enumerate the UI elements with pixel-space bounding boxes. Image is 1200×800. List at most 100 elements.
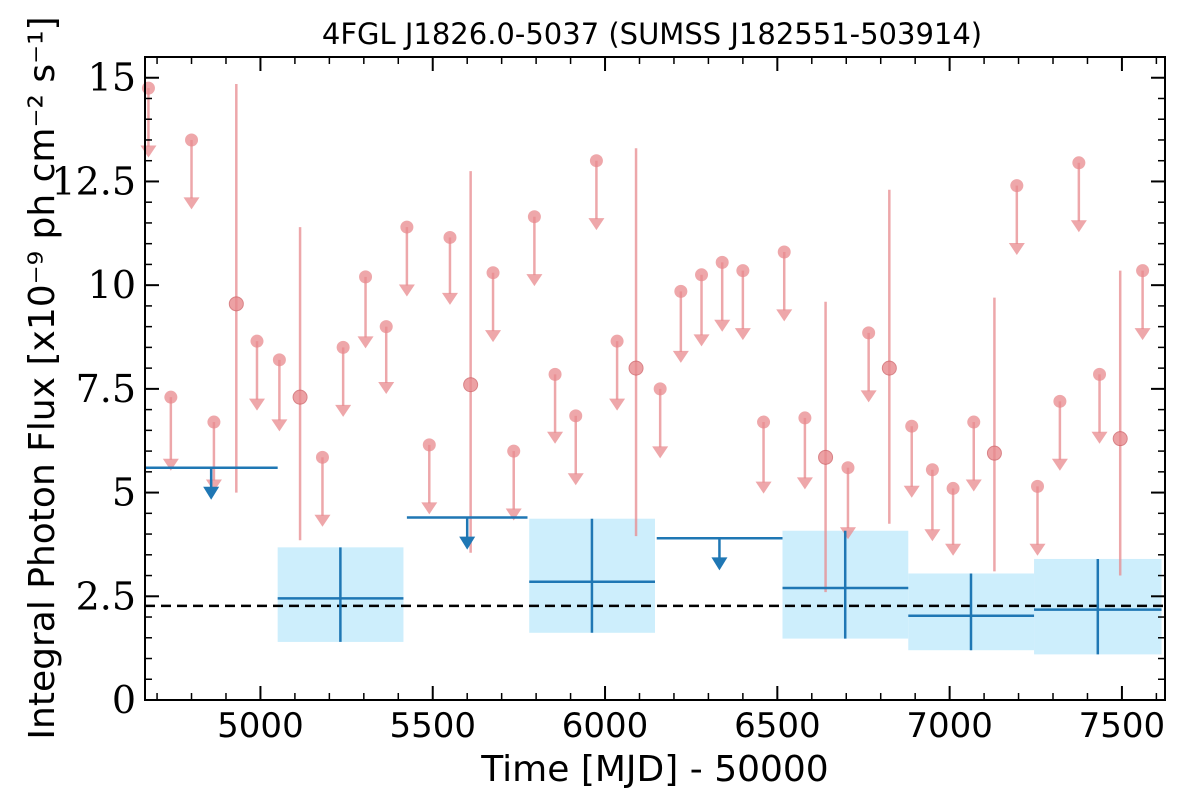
upper-limit-point [486,266,500,280]
upper-limit-point [905,419,919,433]
upper-limit-point [272,353,286,367]
upper-limit-point [967,415,981,429]
upper-limit-point [946,481,960,495]
upper-limit-arrow [1029,543,1046,556]
long-upper-limit-arrow [203,486,220,500]
detection-point [818,449,834,465]
upper-limit-arrow [860,390,877,403]
upper-limit-arrow [271,419,288,432]
upper-limit-arrow [796,477,813,490]
upper-limit-point [736,264,750,278]
axes-frame [144,56,1166,701]
upper-limit-arrow [505,508,522,521]
y-tick-label: 12.5 [51,159,136,203]
upper-limit-point [1136,264,1150,278]
detection-point [986,445,1002,461]
upper-limit-arrow [776,309,793,322]
upper-limit-point [1010,179,1024,193]
upper-limit-arrow [693,334,710,347]
plot-area [140,81,1165,655]
x-tick-label: 6000 [562,706,649,746]
upper-limit-point [1053,394,1067,408]
upper-limit-arrow [421,502,438,515]
upper-limit-point [507,444,521,458]
upper-limit-arrow [588,218,605,231]
upper-limit-arrow [140,145,157,158]
upper-limit-arrow [652,446,669,459]
upper-limit-arrow [248,398,265,411]
upper-limit-point [653,382,667,396]
upper-limit-arrow [903,485,920,498]
upper-limit-point [1031,479,1044,493]
upper-limit-arrow [485,330,502,343]
upper-limit-point [695,268,709,282]
upper-limit-point [548,367,562,381]
upper-limit-point [185,133,199,147]
upper-limit-point [164,390,178,404]
upper-limit-arrow [314,514,331,527]
x-tick-label: 5000 [217,706,304,746]
detection-point [463,377,479,393]
y-tick-label: 0 [112,678,136,722]
upper-limit-point [336,340,350,354]
detection-point [881,360,897,376]
upper-limit-point [443,230,457,244]
upper-limit-arrow [924,529,941,542]
upper-limit-arrow [378,382,395,395]
x-tick-label: 6500 [734,706,821,746]
upper-limit-arrow [335,404,352,417]
upper-limit-point [715,255,729,269]
y-tick-label: 15 [88,56,136,100]
detection-point [292,389,308,405]
upper-limit-arrow [567,473,584,486]
upper-limit-point [589,154,603,168]
upper-limit-point [674,284,688,298]
upper-limit-point [610,334,624,348]
upper-limit-arrow [526,274,543,287]
y-tick-label: 7.5 [76,367,136,411]
upper-limit-arrow [1051,458,1068,471]
upper-limit-point [862,326,876,340]
x-tick-label: 7500 [1079,706,1166,746]
upper-limit-arrow [1091,431,1108,444]
upper-limit-point [777,245,791,259]
upper-limit-arrow [441,292,458,305]
upper-limit-arrow [547,431,564,444]
upper-limit-arrow [945,543,962,556]
upper-limit-point [250,334,264,348]
upper-limit-arrow [609,398,626,411]
upper-limit-point [400,220,414,234]
upper-limit-point [527,210,541,224]
axis-ticks: 5000 5500 6000 6500 7000 7500 0 2.5 5 7.5 10 12.5 15 [51,56,1165,746]
x-axis-label: Time [MJD] - 50000 [480,749,828,790]
upper-limit-arrow [734,328,751,341]
y-tick-label: 10 [88,263,136,307]
x-tick-label: 5500 [389,706,476,746]
upper-limit-point [422,438,436,452]
upper-limit-arrow [1134,328,1151,341]
upper-limit-point [359,270,373,284]
upper-limit-arrow [357,336,374,349]
upper-limit-point [315,450,329,464]
upper-limit-point [207,415,221,429]
y-axis-label: Integral Photon Flux [x10⁻⁹ ph cm⁻² s⁻¹] [22,16,63,739]
upper-limit-arrow [965,479,982,492]
upper-limit-arrow [672,350,689,363]
upper-limit-point [798,411,812,425]
long-upper-limit-arrow [459,536,476,550]
long-upper-limit-arrow [711,557,728,571]
upper-limit-point [925,463,939,477]
chart-title: 4FGL J1826.0-5037 (SUMSS J182551-503914) [322,17,982,51]
upper-limit-arrow [714,319,731,332]
y-tick-label: 5 [112,471,136,515]
upper-limit-point [1093,367,1107,381]
upper-limit-arrow [1008,243,1025,256]
upper-limit-point [569,409,583,423]
upper-limit-arrow [1070,220,1087,233]
detection-point [228,296,244,312]
upper-limit-arrow [183,197,200,210]
upper-limit-point [757,415,771,429]
y-tick-label: 2.5 [76,574,136,618]
upper-limit-arrow [162,458,179,471]
